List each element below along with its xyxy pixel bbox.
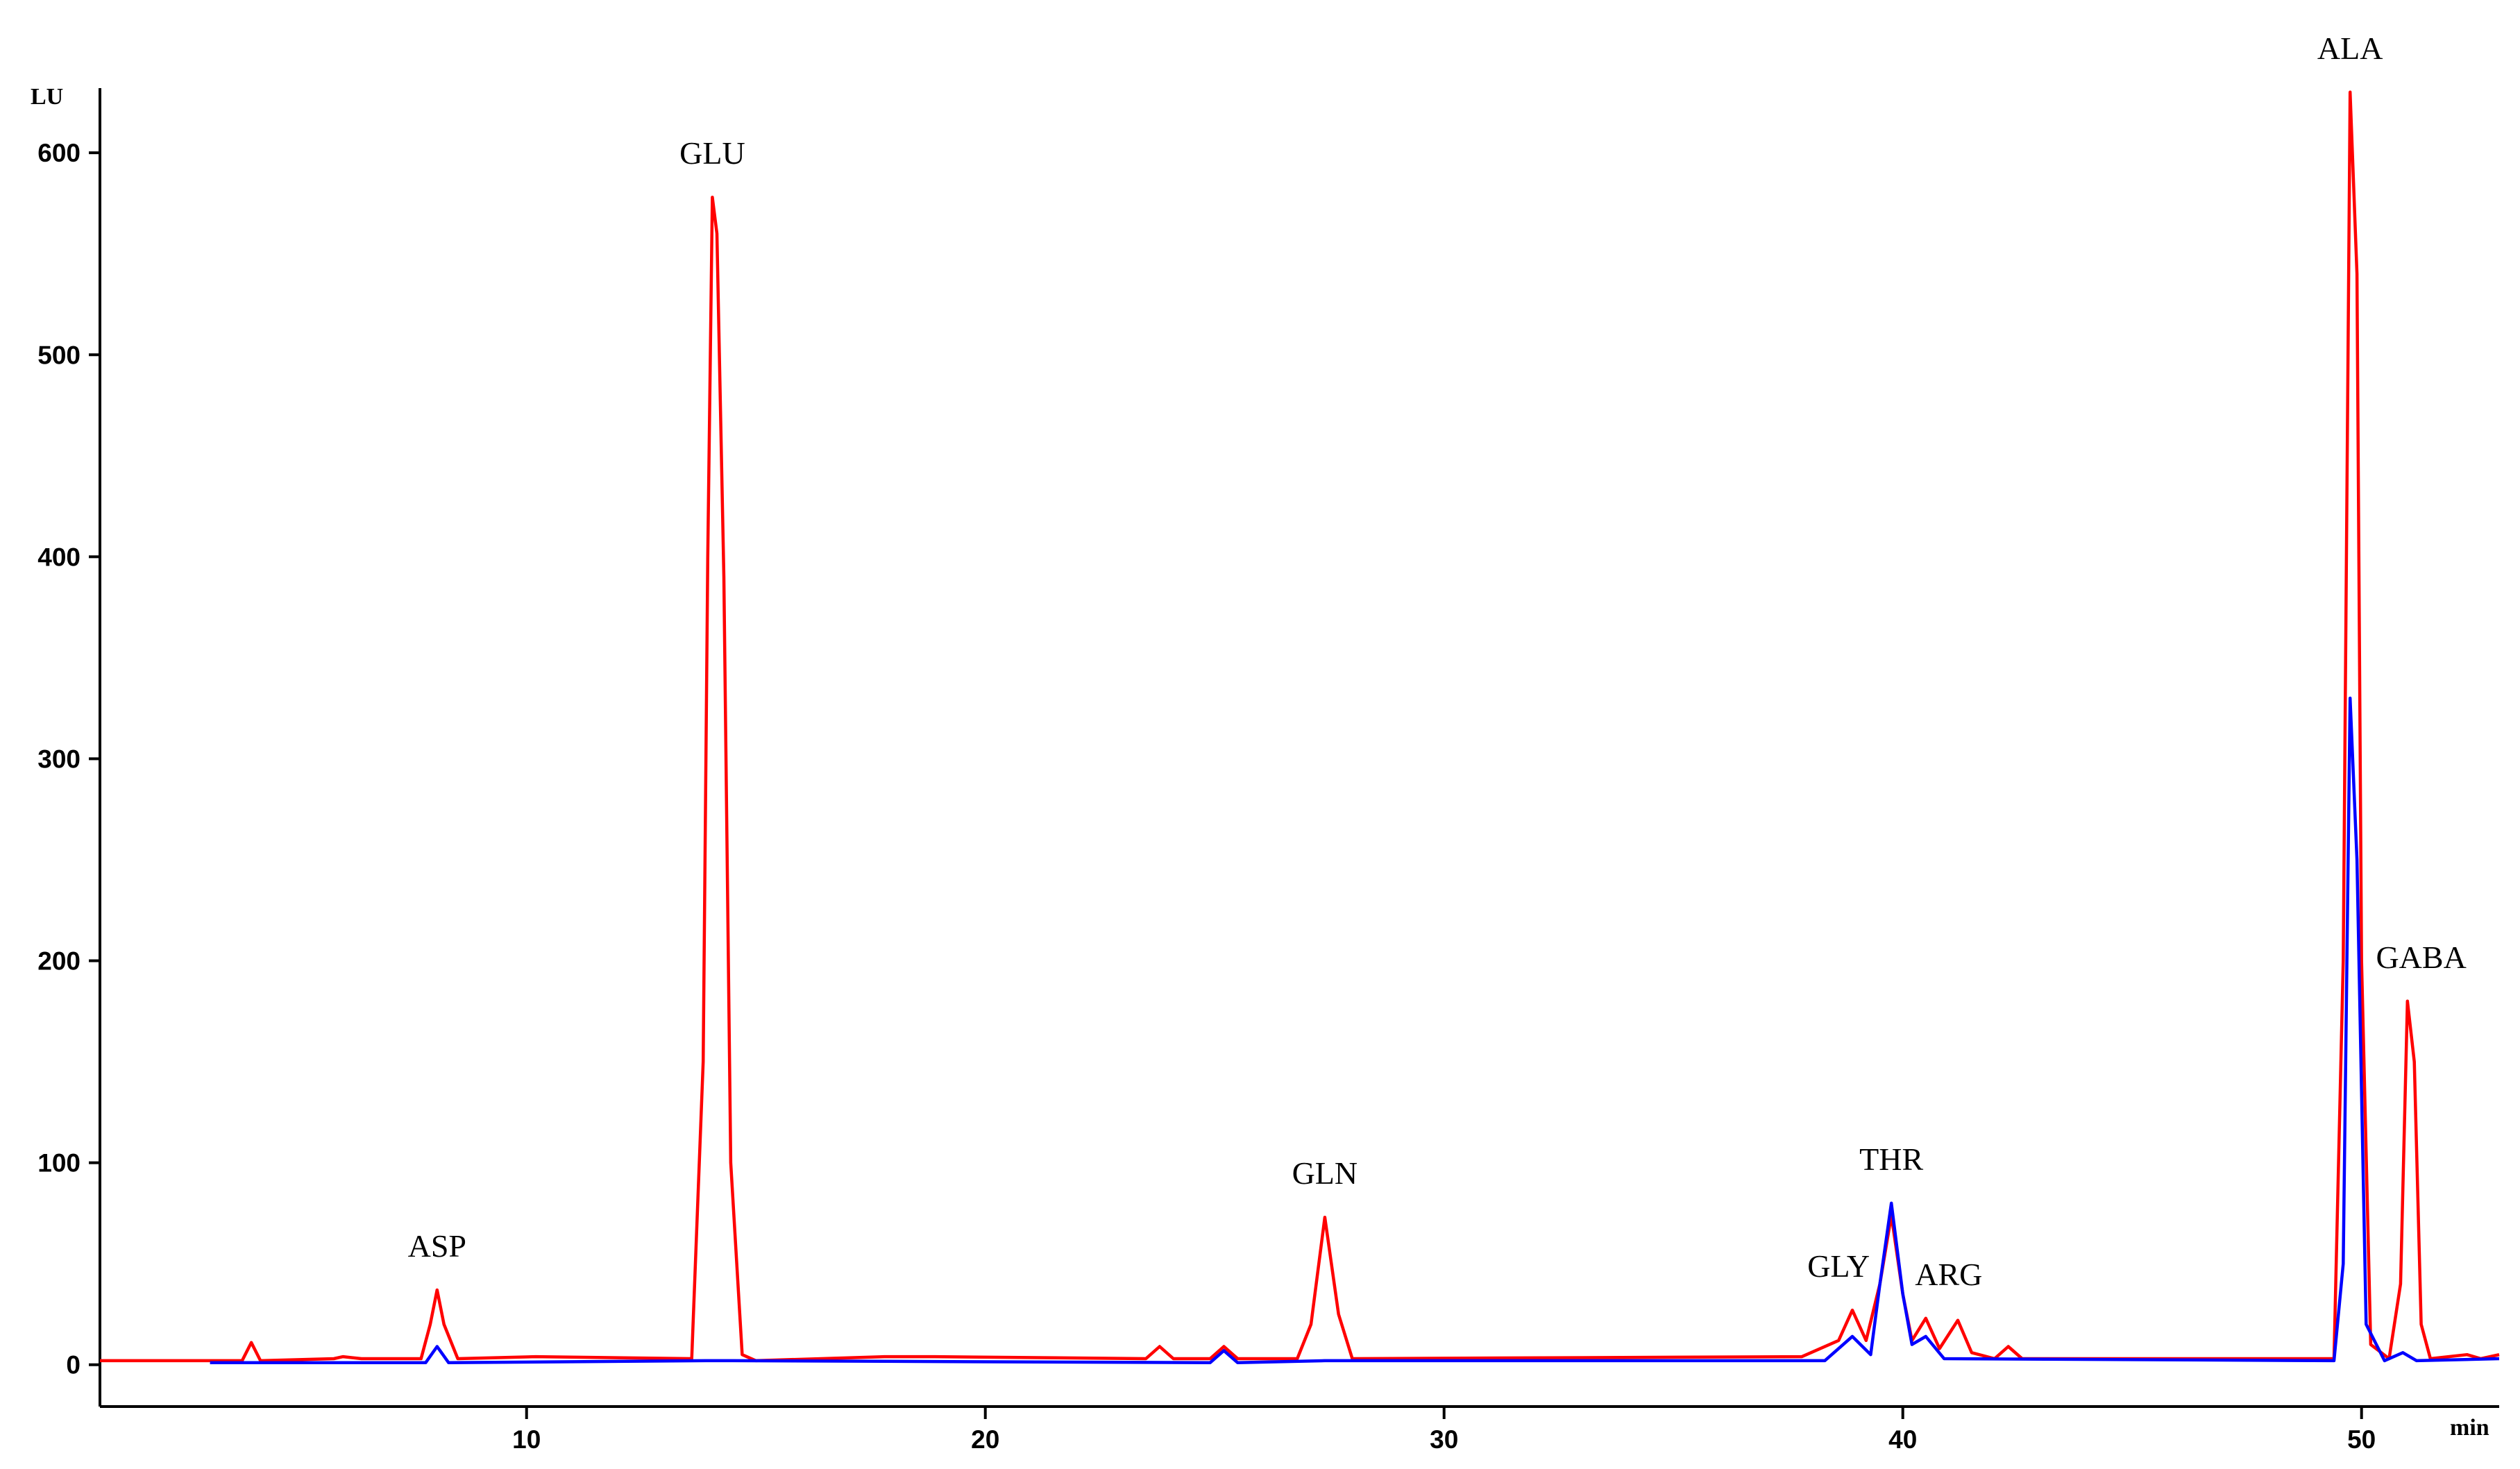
y-tick-label: 0 — [66, 1351, 81, 1379]
series-line — [100, 90, 2500, 1363]
y-tick-label: 300 — [37, 745, 81, 773]
x-tick-label: 50 — [2347, 1425, 2376, 1454]
y-tick-label: 500 — [37, 341, 81, 369]
x-tick-label: 10 — [512, 1425, 541, 1454]
peak-label: ARG — [1915, 1257, 1982, 1292]
peak-label: GLN — [1292, 1155, 1358, 1191]
y-tick-label: 100 — [37, 1149, 81, 1178]
series-line — [210, 696, 2500, 1365]
y-tick-label: 600 — [37, 139, 81, 167]
peak-label: ALA — [2317, 31, 2383, 66]
peak-label: GLY — [1807, 1248, 1870, 1284]
peak-label: THR — [1859, 1141, 1923, 1177]
x-tick-label: 20 — [971, 1425, 999, 1454]
x-axis-label: min — [2450, 1415, 2489, 1441]
peak-label: GLU — [679, 135, 745, 171]
peak-label: GABA — [2376, 940, 2466, 975]
y-axis-label: LU — [31, 84, 63, 110]
y-tick-label: 400 — [37, 543, 81, 571]
x-tick-label: 40 — [1888, 1425, 1917, 1454]
x-tick-label: 30 — [1430, 1425, 1458, 1454]
peak-label: ASP — [408, 1228, 466, 1264]
y-tick-label: 200 — [37, 947, 81, 976]
